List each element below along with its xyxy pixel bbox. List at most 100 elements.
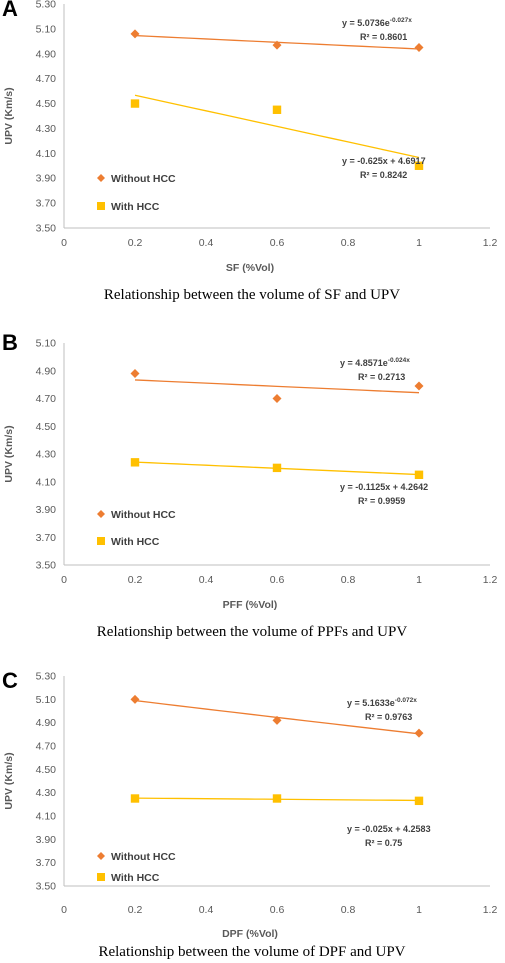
trendline-equation: y = 5.1633e-0.072x	[347, 697, 417, 708]
x-tick-label: 0.2	[128, 237, 143, 249]
x-tick-label: 1	[416, 904, 422, 916]
r-squared-label: R² = 0.9959	[358, 496, 405, 506]
data-point-with-hcc	[272, 794, 282, 803]
y-axis-title: UPV (Km/s)	[3, 425, 15, 482]
figure-caption: Relationship between the volume of DPF a…	[98, 944, 405, 960]
x-tick-label: 0	[61, 904, 67, 916]
y-tick-label: 3.50	[36, 560, 57, 572]
y-tick-label: 4.70	[36, 73, 57, 85]
y-tick-label: 4.50	[36, 421, 57, 433]
legend-label: Without HCC	[111, 173, 176, 185]
y-tick-label: 4.30	[36, 449, 57, 461]
x-tick-label: 0.6	[270, 574, 285, 586]
data-point-with-hcc	[130, 458, 140, 467]
x-axis-title: SF (%Vol)	[226, 262, 274, 274]
y-tick-label: 4.10	[36, 476, 57, 488]
y-tick-label: 3.90	[36, 173, 57, 185]
x-tick-label: 0.2	[128, 904, 143, 916]
x-tick-label: 1	[416, 574, 422, 586]
data-point-without-hcc	[130, 369, 140, 379]
x-tick-label: 0	[61, 237, 67, 249]
legend-marker-with-hcc	[97, 873, 105, 881]
trendline-equation: y = 5.0736e-0.027x	[342, 17, 412, 28]
trendline-equation: y = -0.025x + 4.2583	[347, 824, 431, 834]
x-tick-label: 1	[416, 237, 422, 249]
r-squared-label: R² = 0.8601	[360, 32, 407, 42]
y-tick-label: 5.30	[36, 0, 57, 11]
data-point-with-hcc	[414, 161, 424, 170]
y-tick-label: 4.90	[36, 48, 57, 60]
legend-label: Without HCC	[111, 851, 176, 863]
y-tick-label: 3.70	[36, 532, 57, 544]
r-squared-label: R² = 0.9763	[365, 712, 412, 722]
data-point-without-hcc	[272, 394, 282, 403]
x-tick-label: 0.6	[270, 904, 285, 916]
y-tick-label: 4.70	[36, 393, 57, 405]
x-tick-label: 0.2	[128, 574, 143, 586]
x-tick-label: 0.4	[199, 237, 214, 249]
legend-label: With HCC	[111, 536, 160, 548]
y-tick-label: 5.10	[36, 694, 57, 706]
y-tick-label: 4.90	[36, 365, 57, 377]
y-tick-label: 4.50	[36, 764, 57, 776]
data-point-without-hcc	[272, 715, 282, 725]
y-tick-label: 4.10	[36, 148, 57, 160]
data-point-without-hcc	[414, 728, 424, 738]
data-point-with-hcc	[130, 794, 140, 803]
y-tick-label: 4.10	[36, 811, 57, 823]
x-tick-label: 0	[61, 574, 67, 586]
x-axis-title: DPF (%Vol)	[222, 928, 278, 940]
data-point-without-hcc	[130, 29, 140, 39]
legend-marker-with-hcc	[97, 202, 105, 210]
y-tick-label: 3.70	[36, 198, 57, 210]
y-tick-label: 4.90	[36, 717, 57, 729]
legend-marker-without-hcc	[97, 174, 105, 182]
trendline-equation: y = -0.1125x + 4.2642	[340, 482, 428, 492]
x-tick-label: 1.2	[483, 904, 498, 916]
r-squared-label: R² = 0.2713	[358, 372, 405, 382]
panel-letter: A	[2, 0, 18, 21]
x-tick-label: 0.6	[270, 237, 285, 249]
y-tick-label: 3.50	[36, 223, 57, 235]
data-point-without-hcc	[272, 40, 282, 50]
y-tick-label: 5.10	[36, 338, 57, 350]
x-tick-label: 0.4	[199, 574, 214, 586]
x-tick-label: 1.2	[483, 574, 498, 586]
legend-marker-without-hcc	[97, 510, 105, 518]
trendline-equation: y = -0.625x + 4.6917	[342, 156, 426, 166]
y-tick-label: 4.30	[36, 787, 57, 799]
data-point-without-hcc	[130, 694, 140, 704]
trendline-with-hcc	[134, 94, 420, 159]
y-tick-label: 3.70	[36, 857, 57, 869]
x-tick-label: 1.2	[483, 237, 498, 249]
trendline-without-hcc	[134, 379, 420, 394]
legend-label: Without HCC	[111, 509, 176, 521]
panel-letter: C	[2, 668, 18, 693]
legend-label: With HCC	[111, 201, 160, 213]
data-point-with-hcc	[414, 796, 424, 806]
chart-panel-b: B 3.50 3.70 3.90 4.10 4.30 4.50 4.70 4.90 5.10 0 0.…	[2, 330, 497, 640]
figure-caption: Relationship between the volume of SF an…	[104, 287, 400, 303]
x-tick-label: 0.8	[341, 904, 356, 916]
trendline-equation: y = 4.8571e-0.024x	[340, 357, 410, 368]
y-tick-label: 4.50	[36, 98, 57, 110]
y-tick-label: 3.90	[36, 834, 57, 846]
data-point-without-hcc	[414, 43, 424, 53]
legend-label: With HCC	[111, 872, 160, 884]
y-tick-label: 4.30	[36, 123, 57, 135]
chart-panel-c: C 3.50 3.70 3.90 4.10 4.30 4.50 4.70 4.90 5.10 5.3…	[2, 668, 497, 960]
data-point-without-hcc	[414, 381, 424, 391]
r-squared-label: R² = 0.8242	[360, 170, 407, 180]
data-point-with-hcc	[130, 99, 140, 108]
legend-marker-without-hcc	[97, 852, 105, 860]
y-tick-label: 3.50	[36, 881, 57, 893]
y-tick-label: 4.70	[36, 741, 57, 753]
y-tick-label: 5.30	[36, 671, 57, 683]
data-point-with-hcc	[272, 463, 282, 473]
r-squared-label: R² = 0.75	[365, 838, 402, 848]
y-axis-title: UPV (Km/s)	[3, 87, 15, 144]
y-tick-label: 5.10	[36, 23, 57, 35]
data-point-with-hcc	[414, 470, 424, 480]
figure-caption: Relationship between the volume of PPFs …	[97, 624, 408, 640]
